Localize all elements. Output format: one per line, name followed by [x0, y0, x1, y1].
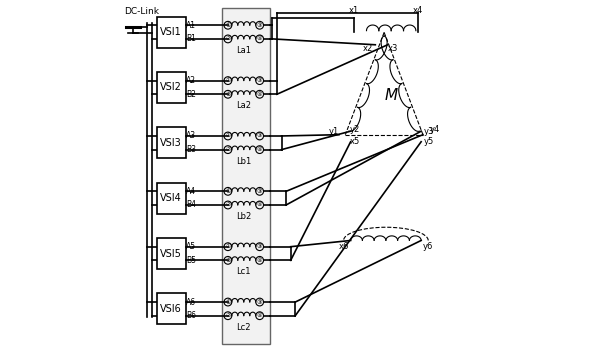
- Bar: [157, 127, 186, 158]
- Text: ④: ④: [257, 147, 262, 152]
- Text: x3: x3: [388, 44, 398, 53]
- Text: ①: ①: [225, 133, 231, 138]
- Text: y6: y6: [423, 242, 433, 251]
- Text: ④: ④: [257, 258, 262, 263]
- Text: VSI2: VSI2: [160, 82, 182, 92]
- Text: ③: ③: [257, 189, 262, 194]
- Text: ③: ③: [257, 23, 262, 28]
- Text: ②: ②: [225, 36, 231, 41]
- Text: A3: A3: [186, 131, 196, 141]
- Text: B5: B5: [186, 256, 196, 265]
- Bar: [157, 17, 186, 47]
- Bar: [157, 183, 186, 214]
- Text: B2: B2: [186, 90, 196, 99]
- Text: ③: ③: [257, 244, 262, 249]
- Text: ②: ②: [225, 147, 231, 152]
- Text: ③: ③: [257, 78, 262, 83]
- Text: DC-Link: DC-Link: [124, 7, 159, 16]
- Text: x6: x6: [338, 242, 349, 251]
- Text: A1: A1: [186, 21, 196, 30]
- Text: x5: x5: [350, 137, 360, 146]
- Text: ①: ①: [225, 244, 231, 249]
- Text: VSI6: VSI6: [161, 304, 182, 314]
- Text: Lc2: Lc2: [237, 323, 251, 332]
- Text: ②: ②: [225, 202, 231, 207]
- Text: La1: La1: [236, 46, 252, 55]
- Text: VSI5: VSI5: [160, 249, 182, 258]
- Text: ③: ③: [257, 133, 262, 138]
- Text: ②: ②: [225, 258, 231, 263]
- Text: VSI3: VSI3: [161, 138, 182, 148]
- Text: ④: ④: [257, 92, 262, 97]
- Text: y3: y3: [423, 127, 434, 136]
- Text: A6: A6: [186, 298, 196, 307]
- Text: Lb2: Lb2: [236, 212, 252, 221]
- Text: y5: y5: [423, 137, 434, 146]
- Text: A2: A2: [186, 76, 196, 85]
- Text: B3: B3: [186, 145, 196, 154]
- Text: ②: ②: [225, 92, 231, 97]
- Text: y1: y1: [329, 127, 339, 136]
- Text: VSI4: VSI4: [161, 193, 182, 203]
- Text: ③: ③: [257, 299, 262, 304]
- Text: M: M: [385, 88, 398, 103]
- Text: VSI1: VSI1: [161, 27, 182, 37]
- Text: B4: B4: [186, 200, 196, 210]
- Text: A4: A4: [186, 187, 196, 196]
- Text: ①: ①: [225, 23, 231, 28]
- Text: A5: A5: [186, 242, 196, 251]
- Text: x2: x2: [362, 44, 373, 53]
- Text: ①: ①: [225, 299, 231, 304]
- Text: x1: x1: [349, 6, 359, 15]
- Text: y2: y2: [350, 125, 360, 134]
- Text: B1: B1: [186, 34, 196, 44]
- Text: ①: ①: [225, 189, 231, 194]
- Bar: [157, 72, 186, 103]
- Text: ④: ④: [257, 202, 262, 207]
- Text: B6: B6: [186, 311, 196, 320]
- Text: ②: ②: [225, 313, 231, 318]
- Text: ④: ④: [257, 36, 262, 41]
- Text: Lb1: Lb1: [236, 157, 252, 166]
- Text: La2: La2: [236, 101, 252, 110]
- Text: Lc1: Lc1: [237, 267, 251, 276]
- Text: ④: ④: [257, 313, 262, 318]
- Text: y4: y4: [430, 125, 440, 134]
- Bar: [222, 8, 270, 344]
- Text: ①: ①: [225, 78, 231, 83]
- Text: x4: x4: [413, 6, 423, 15]
- Bar: [157, 293, 186, 324]
- Bar: [157, 238, 186, 269]
